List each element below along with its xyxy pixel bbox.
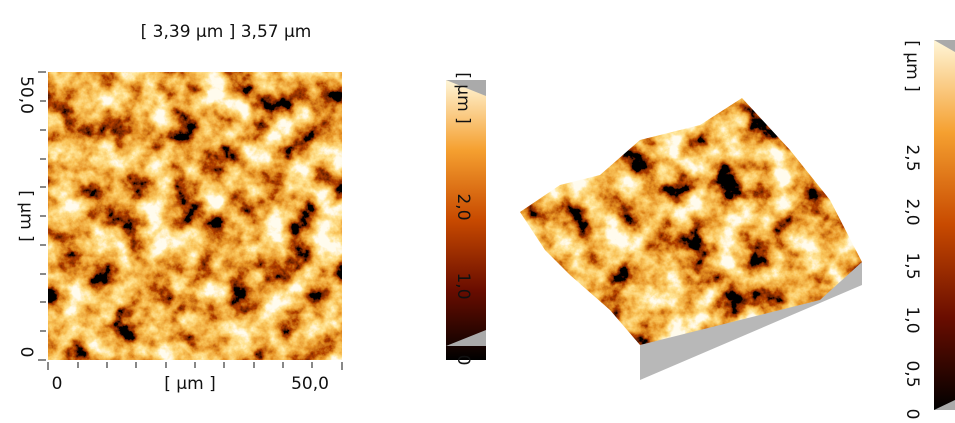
- page: [ 3,39 µm ] 3,57 µm 50,0 [ µm ] 0 0 [ µm…: [0, 0, 955, 423]
- x-axis-right-label: 50,0: [291, 374, 329, 394]
- colorbar-2: [934, 40, 955, 410]
- colorbar-label: 1,0: [453, 272, 473, 299]
- y-axis-bottom-label: 0: [16, 347, 36, 358]
- colorbar-label: 0: [453, 355, 473, 366]
- afm-3d-surface: [515, 95, 870, 350]
- scan-size-title: [ 3,39 µm ] 3,57 µm: [141, 22, 312, 42]
- colorbar-label: 2,5: [902, 144, 922, 171]
- colorbar-label: 1,0: [902, 306, 922, 333]
- colorbar-unit: [ µm ]: [902, 40, 922, 91]
- afm-screenshot: [ 3,39 µm ] 3,57 µm 50,0 [ µm ] 0 0 [ µm…: [0, 0, 955, 423]
- colorbar-label: 0: [902, 409, 922, 420]
- y-axis-top-label: 50,0: [16, 76, 36, 114]
- colorbar-unit: [ µm ]: [453, 72, 473, 123]
- colorbar-label: 2,0: [902, 198, 922, 225]
- colorbar-label: 0,5: [902, 360, 922, 387]
- x-axis-left-label: 0: [52, 374, 63, 394]
- y-axis-unit: [ µm ]: [16, 190, 36, 241]
- afm-2d-image: [48, 72, 342, 360]
- x-axis-unit: [ µm ]: [164, 374, 215, 394]
- colorbar-label: 2,0: [453, 193, 473, 220]
- colorbar-2-labels: [ µm ] 2,5 2,0 1,5 1,0 0,5 0: [902, 40, 922, 419]
- colorbar-label: 1,5: [902, 252, 922, 279]
